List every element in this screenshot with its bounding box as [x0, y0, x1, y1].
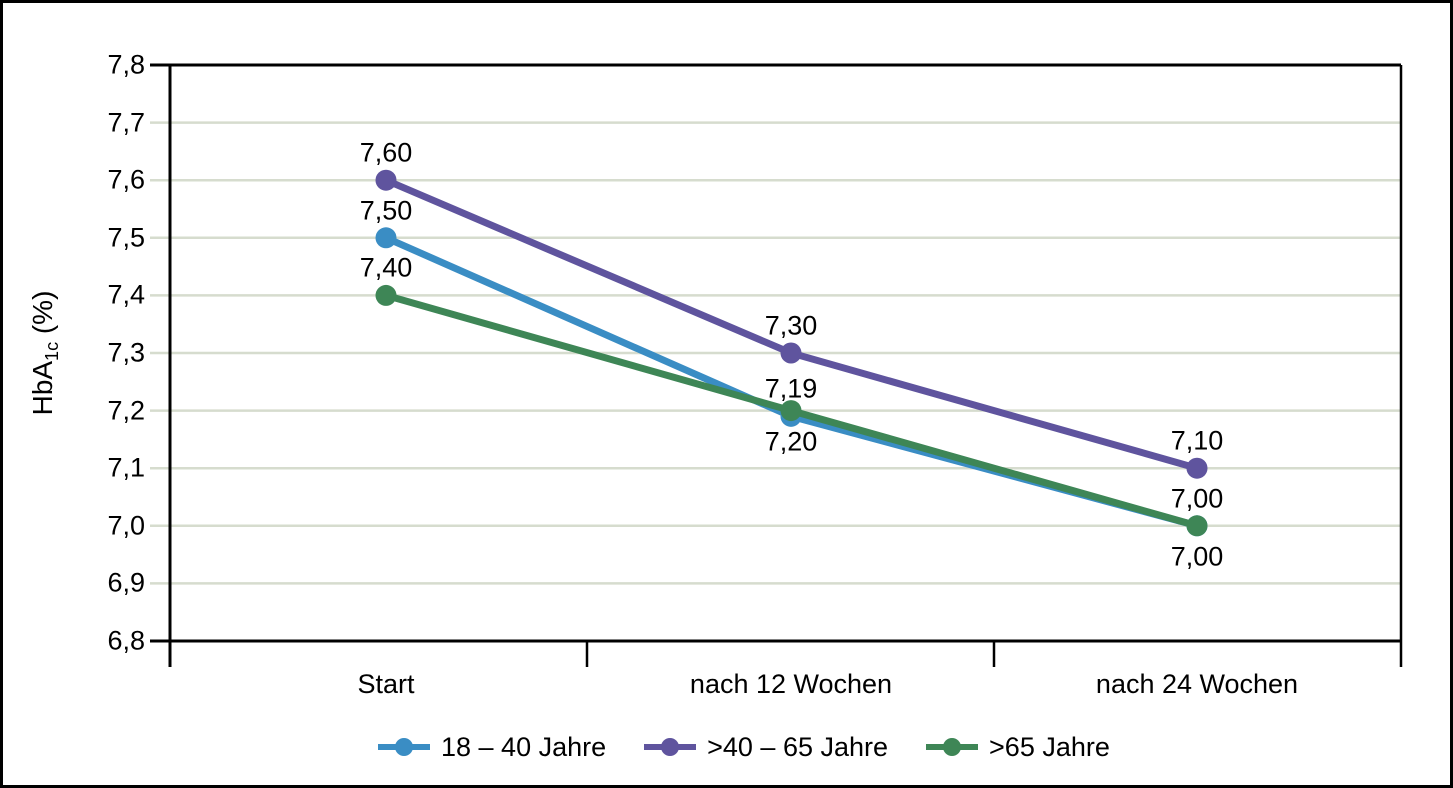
data-point-marker: [375, 227, 397, 249]
data-point-marker: [1186, 457, 1208, 479]
y-tick-label: 6,9: [107, 567, 145, 598]
legend-item: >65 Jahre: [926, 731, 1110, 762]
data-point-label: 7,20: [764, 426, 818, 457]
data-point-label: 7,60: [359, 137, 413, 168]
data-point-marker: [1186, 515, 1208, 537]
x-category-label: nach 12 Wochen: [689, 669, 893, 699]
y-tick-label: 7,8: [107, 49, 145, 80]
y-tick-label: 7,5: [107, 222, 145, 253]
data-point-label: 7,40: [359, 252, 413, 283]
legend-item: 18 – 40 Jahre: [378, 731, 607, 762]
y-axis-title-subscript: 1c: [42, 341, 62, 361]
y-tick-label: 7,6: [107, 164, 145, 195]
legend-marker-dot: [943, 738, 962, 756]
legend-series-marker-icon: [644, 738, 697, 756]
legend-series-marker-icon: [378, 738, 430, 756]
y-axis-title-prefix: HbA: [27, 360, 58, 416]
x-category-label: nach 24 Wochen: [1095, 669, 1299, 699]
y-tick-label: 7,4: [107, 279, 145, 310]
data-point-marker: [780, 342, 802, 364]
data-point-label: 7,10: [1170, 425, 1224, 456]
data-point-label: 7,00: [1170, 483, 1224, 514]
y-tick-label: 7,0: [107, 510, 145, 541]
legend-label: 18 – 40 Jahre: [441, 731, 607, 762]
data-point-label: 7,19: [764, 373, 818, 404]
data-point-label: 7,30: [764, 310, 818, 341]
x-category-label: Start: [357, 669, 415, 699]
chart-legend: 18 – 40 Jahre >40 – 65 Jahre >65 Jahre: [378, 729, 1110, 765]
y-axis-title-suffix: (%): [27, 290, 58, 342]
data-point-marker: [375, 169, 397, 191]
y-tick-label: 7,3: [107, 337, 145, 368]
data-point-label: 7,00: [1170, 541, 1224, 572]
y-tick-label: 7,1: [107, 452, 145, 483]
y-tick-label: 7,7: [107, 107, 145, 138]
y-tick-label: 6,8: [107, 625, 145, 656]
legend-label: >40 – 65 Jahre: [707, 731, 889, 762]
y-tick-label: 7,2: [107, 395, 145, 426]
legend-marker-dot: [395, 738, 413, 756]
data-point-label: 7,50: [359, 195, 413, 226]
data-point-marker: [375, 284, 397, 306]
y-axis-title: HbA1c (%): [27, 291, 63, 416]
legend-item: >40 – 65 Jahre: [644, 731, 889, 762]
data-point-marker: [780, 400, 802, 422]
legend-label: >65 Jahre: [989, 731, 1110, 762]
legend-series-marker-icon: [926, 738, 979, 756]
legend-marker-dot: [661, 738, 680, 756]
